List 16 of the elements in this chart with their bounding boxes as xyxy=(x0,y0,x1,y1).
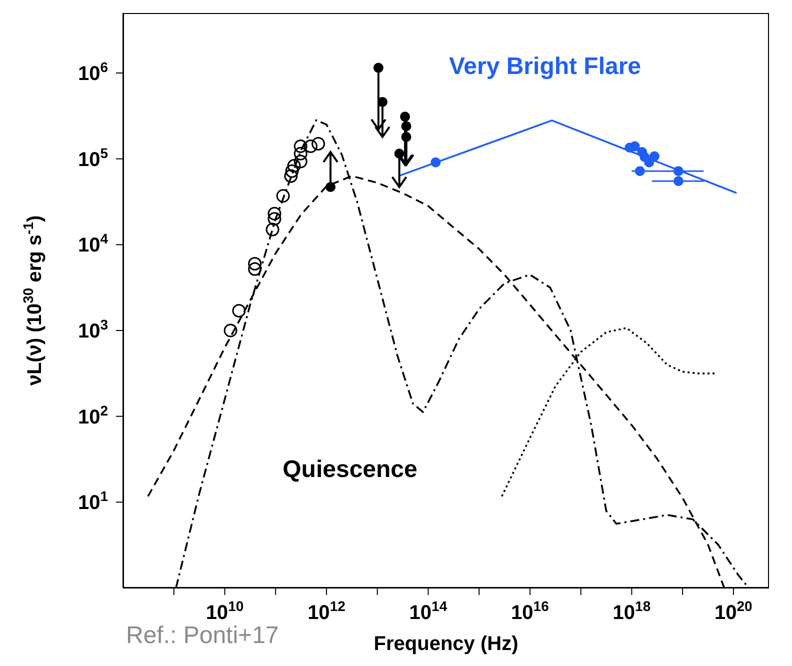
y-tick-label: 10$^{6}$ xyxy=(78,58,108,85)
x-axis-title: Frequency (Hz) xyxy=(374,633,518,655)
annotation: Very Bright Flare xyxy=(448,53,642,81)
x-tick-label: 10$^{20}$ xyxy=(714,598,753,624)
text: Ref.: Ponti+17 xyxy=(126,622,279,650)
y-tick-label: 10$^{3}$ xyxy=(78,316,108,342)
y-tick-label: 10$^{4}$ xyxy=(78,230,108,257)
x-tick-label: 10$^{12}$ xyxy=(308,598,346,624)
x-tick-label: 10$^{18}$ xyxy=(612,598,651,624)
x-tick-label: 10$^{16}$ xyxy=(511,598,550,624)
x-tick-label: 10$^{10}$ xyxy=(206,598,244,624)
y-tick-label: 10$^{5}$ xyxy=(78,144,108,171)
annotation: Quiescence xyxy=(282,456,418,484)
y-tick-label: 10$^{2}$ xyxy=(78,402,108,428)
y-tick-label: 10$^{1}$ xyxy=(78,488,108,514)
x-tick-label: 10$^{14}$ xyxy=(409,598,448,624)
